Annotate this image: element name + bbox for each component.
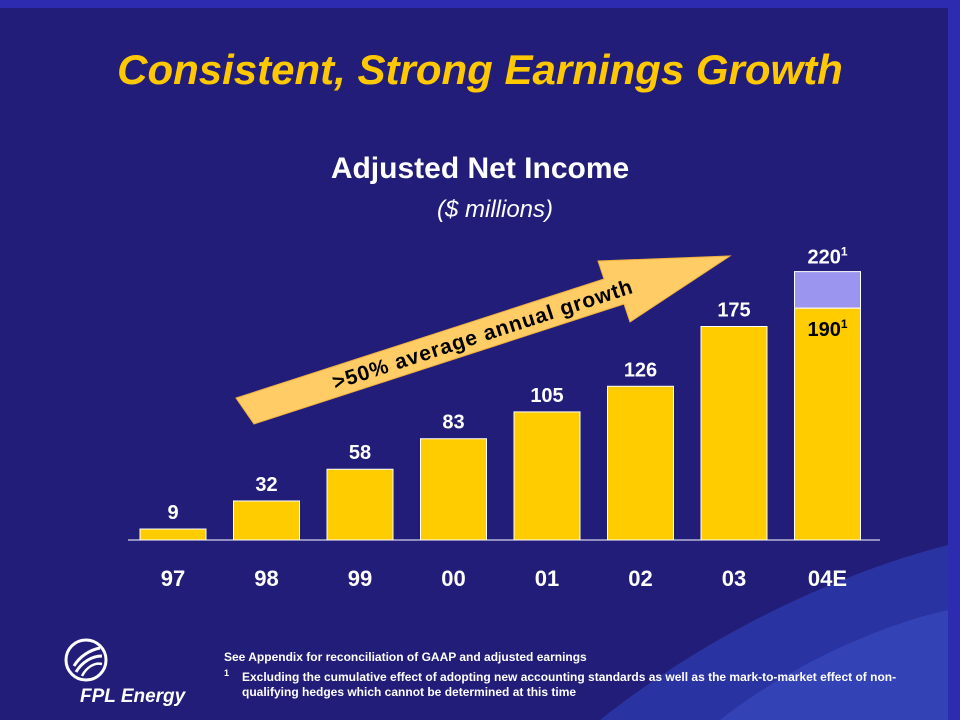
bars-layer: 9973298589983001050112602175032201190104…	[139, 245, 861, 591]
category-label-99: 99	[348, 566, 372, 591]
growth-arrow-shape	[235, 255, 732, 425]
value-label-03: 175	[717, 300, 750, 322]
bar-04E	[794, 307, 861, 541]
category-label-98: 98	[254, 566, 278, 591]
logo-text: FPL Energy	[80, 686, 186, 707]
chart-units: ($ millions)	[436, 196, 553, 223]
footnote-text: Excluding the cumulative effect of adopt…	[242, 670, 897, 699]
category-label-01: 01	[535, 566, 559, 591]
fpl-logo-icon	[64, 638, 108, 682]
right-frame-band	[948, 0, 960, 720]
value-label-98: 32	[255, 474, 277, 496]
category-label-97: 97	[161, 566, 185, 591]
category-label-03: 03	[722, 566, 746, 591]
category-label-02: 02	[628, 566, 652, 591]
bar-98	[233, 500, 300, 541]
value-label-01: 105	[530, 385, 563, 407]
total-label-04E: 2201	[807, 245, 847, 269]
value-label-97: 9	[167, 502, 178, 524]
growth-arrow-label: >50% average annual growth	[330, 275, 637, 394]
value-label-superscript-04E: 1	[841, 317, 848, 331]
bar-03	[700, 326, 768, 541]
slide-title: Consistent, Strong Earnings Growth	[117, 46, 843, 93]
value-label-02: 126	[624, 359, 657, 381]
bar-02	[607, 385, 674, 541]
top-frame-band	[0, 0, 960, 8]
bar-00	[420, 438, 487, 541]
bar-97	[139, 528, 207, 541]
footnote-mark: 1	[224, 668, 230, 678]
total-label-superscript-04E: 1	[841, 245, 848, 259]
bar-extension-04E	[794, 271, 861, 309]
bar-01	[513, 411, 581, 541]
footnote-source: See Appendix for reconciliation of GAAP …	[224, 650, 587, 664]
category-label-04E: 04E	[808, 566, 847, 591]
value-label-99: 58	[349, 442, 371, 464]
value-label-00: 83	[442, 412, 464, 434]
chart-subtitle: Adjusted Net Income	[330, 152, 630, 185]
category-label-00: 00	[441, 566, 465, 591]
bar-99	[326, 468, 394, 541]
